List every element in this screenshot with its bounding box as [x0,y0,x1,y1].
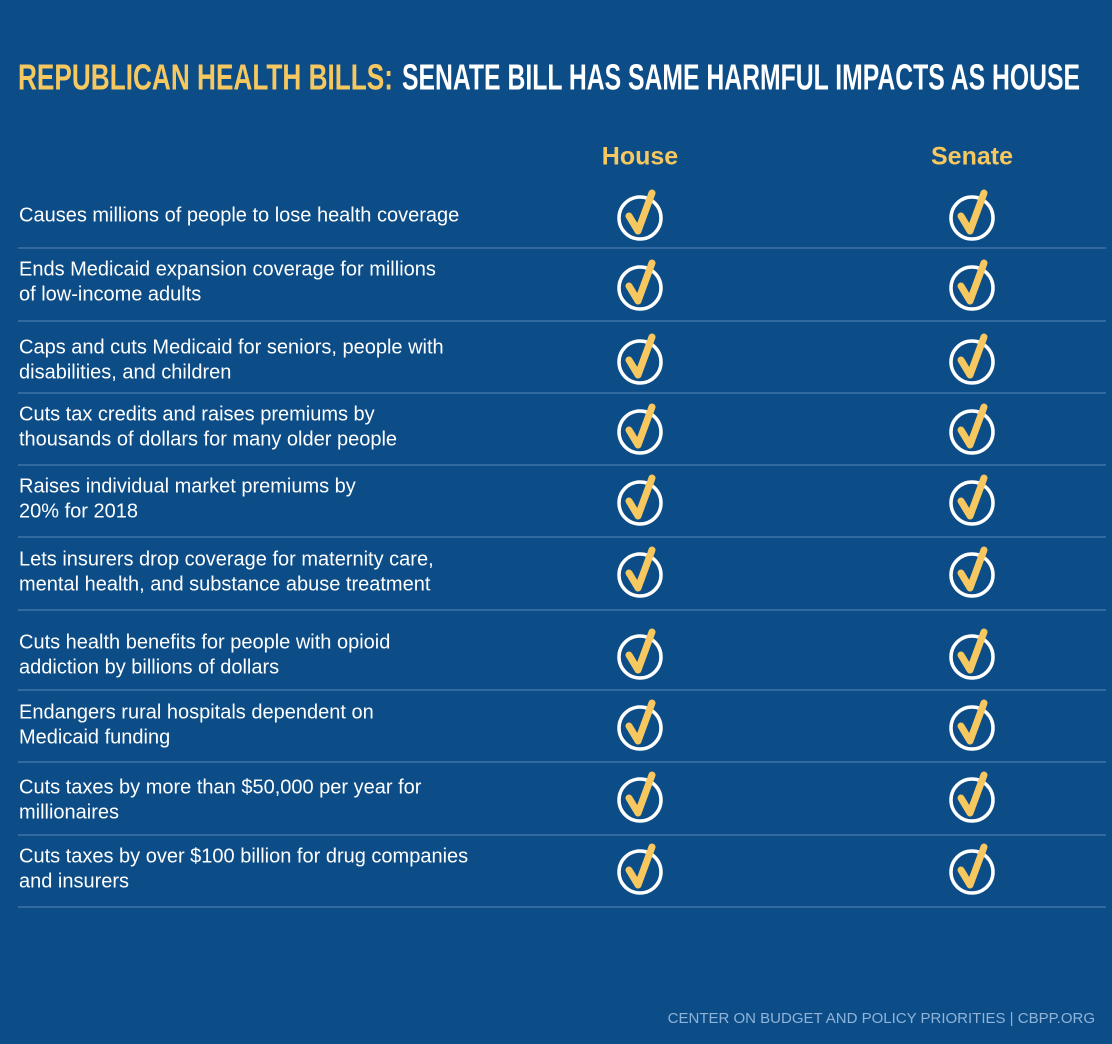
check-circle [949,339,995,385]
check-mark [625,333,656,379]
row-label: Caps and cuts Medicaid for seniors, peop… [19,336,444,358]
check-circle [617,339,663,385]
check-mark [957,403,988,449]
check-mark [625,699,656,745]
row-label: of low-income adults [19,283,201,305]
check-circle [949,552,995,598]
check-mark [625,771,656,817]
check-icon [617,699,663,751]
check-circle [949,777,995,823]
check-icon [949,546,995,598]
column-header: House [602,143,679,171]
check-circle [949,705,995,751]
check-icon [617,333,663,385]
row-label: Cuts taxes by over $100 billion for drug… [19,845,468,867]
row-label: 20% for 2018 [19,500,138,522]
check-circle [617,634,663,680]
row-label: Lets insurers drop coverage for maternit… [19,548,434,570]
check-mark [957,474,988,520]
check-icon [949,259,995,311]
check-icon [949,333,995,385]
check-mark [625,403,656,449]
check-circle [949,195,995,241]
check-mark [957,699,988,745]
row-label: Medicaid funding [19,726,170,748]
row-label: thousands of dollars for many older peop… [19,428,397,450]
check-icon [949,699,995,751]
check-icon [949,843,995,895]
row-label: Endangers rural hospitals dependent on [19,701,374,723]
check-mark [625,628,656,674]
check-circle [949,265,995,311]
row-label: millionaires [19,801,119,823]
check-mark [957,628,988,674]
title-rest: SENATE BILL HAS SAME HARMFUL IMPACTS AS … [402,57,1080,98]
row-label: and insurers [19,870,129,892]
row-label: Causes millions of people to lose health… [19,204,459,226]
row-label: Cuts taxes by more than $50,000 per year… [19,776,422,798]
title-highlight: REPUBLICAN HEALTH BILLS: [18,57,393,98]
check-circle [617,705,663,751]
row-label: Ends Medicaid expansion coverage for mil… [19,258,436,280]
check-mark [957,771,988,817]
check-circle [617,849,663,895]
check-circle [617,777,663,823]
row-label: addiction by billions of dollars [19,656,279,678]
check-icon [617,628,663,680]
column-header: Senate [931,143,1013,171]
check-mark [625,843,656,889]
check-mark [625,474,656,520]
check-circle [617,195,663,241]
check-circle [949,409,995,455]
check-icon [617,771,663,823]
check-icon [949,628,995,680]
row-label: disabilities, and children [19,361,231,383]
row-label: Raises individual market premiums by [19,475,356,497]
check-mark [625,546,656,592]
check-icon [617,403,663,455]
check-circle [617,409,663,455]
check-icon [949,189,995,241]
check-mark [957,333,988,379]
check-icon [949,771,995,823]
check-mark [957,843,988,889]
check-circle [617,265,663,311]
check-mark [957,546,988,592]
check-icon [949,474,995,526]
check-icon [617,546,663,598]
check-icon [617,189,663,241]
check-icon [949,403,995,455]
check-icon [617,474,663,526]
source-note: CENTER ON BUDGET AND POLICY PRIORITIES |… [668,1010,1095,1027]
row-label: Cuts health benefits for people with opi… [19,631,390,653]
row-label: Cuts tax credits and raises premiums by [19,403,375,425]
check-icon [617,843,663,895]
check-circle [617,480,663,526]
check-circle [949,634,995,680]
check-circle [617,552,663,598]
check-mark [957,259,988,305]
check-mark [625,259,656,305]
check-circle [949,480,995,526]
row-label: mental health, and substance abuse treat… [19,573,431,595]
check-mark [625,189,656,235]
check-mark [957,189,988,235]
check-circle [949,849,995,895]
check-icon [617,259,663,311]
